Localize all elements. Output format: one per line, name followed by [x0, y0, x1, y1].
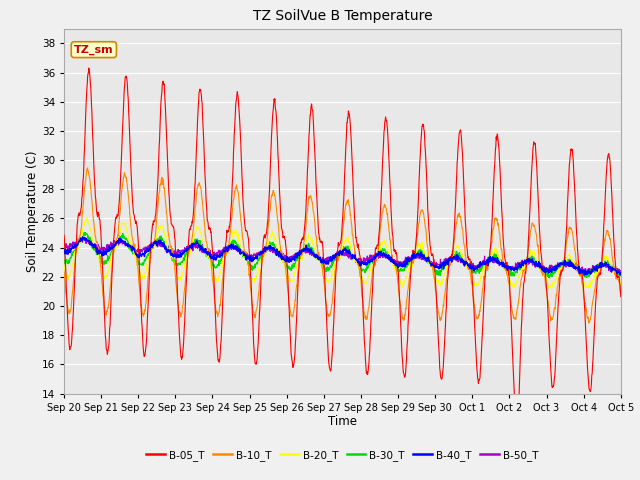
X-axis label: Time: Time	[328, 415, 357, 429]
Title: TZ SoilVue B Temperature: TZ SoilVue B Temperature	[253, 10, 432, 24]
Legend: B-05_T, B-10_T, B-20_T, B-30_T, B-40_T, B-50_T: B-05_T, B-10_T, B-20_T, B-30_T, B-40_T, …	[142, 446, 543, 465]
Text: TZ_sm: TZ_sm	[74, 45, 114, 55]
Y-axis label: Soil Temperature (C): Soil Temperature (C)	[26, 150, 39, 272]
